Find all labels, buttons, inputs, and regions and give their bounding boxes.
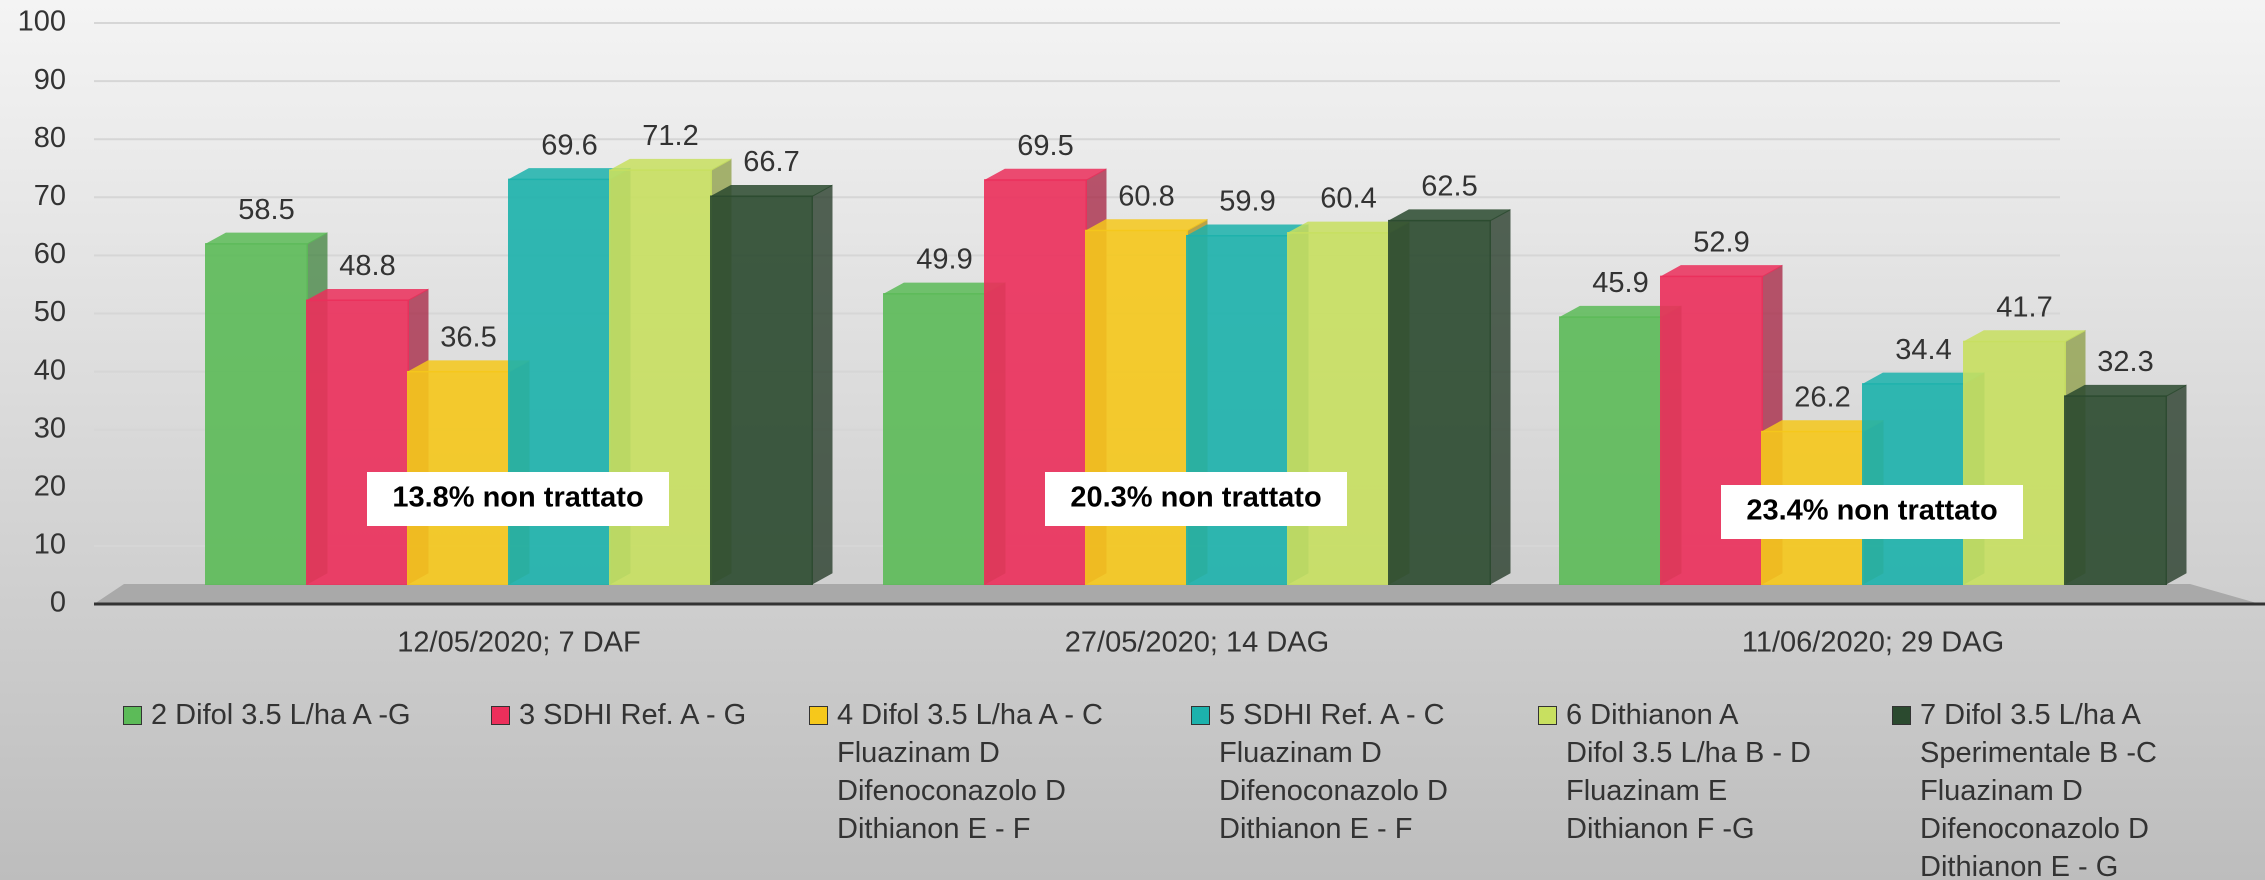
legend-item: 5 SDHI Ref. A - C Fluazinam D Difenocona… (1191, 696, 1448, 848)
value-label: 69.5 (1017, 130, 1073, 162)
plot: 0 10 20 30 40 50 60 70 80 90 100 58.5 48.8 36.5 69.6 71… (18, 6, 2265, 659)
bar-top (1963, 330, 2086, 343)
y-tick-label: 50 (34, 296, 66, 328)
value-label: 59.9 (1219, 186, 1275, 218)
annotation: 23.4% non trattato (1746, 495, 1997, 527)
legend-label: 4 Difol 3.5 L/ha A - C Fluazinam D Difen… (837, 699, 1103, 845)
bar-top (609, 158, 732, 171)
bar-top (205, 232, 328, 245)
annotation: 20.3% non trattato (1070, 482, 1321, 514)
bar (205, 243, 308, 586)
value-label: 45.9 (1592, 267, 1648, 299)
legend-swatch (1538, 706, 1557, 725)
value-label: 52.9 (1693, 226, 1749, 258)
y-tick-label: 40 (34, 354, 66, 386)
value-label: 66.7 (743, 146, 799, 178)
y-tick-label: 100 (18, 6, 66, 38)
y-tick-label: 20 (34, 470, 66, 502)
bar-top (306, 288, 429, 301)
value-label: 69.6 (541, 129, 597, 161)
value-label: 32.3 (2097, 346, 2153, 378)
y-tick-label: 0 (50, 587, 66, 619)
value-label: 58.5 (238, 194, 294, 226)
annotation-box (367, 472, 669, 526)
value-label: 26.2 (1794, 381, 1850, 413)
bar-top (2064, 384, 2187, 397)
legend-item: 3 SDHI Ref. A - G (491, 696, 746, 734)
legend-label: 5 SDHI Ref. A - C Fluazinam D Difenocona… (1219, 699, 1448, 845)
legend-label: 6 Dithianon A Difol 3.5 L/ha B - D Fluaz… (1566, 699, 1811, 845)
legend-item: 6 Dithianon A Difol 3.5 L/ha B - D Fluaz… (1538, 696, 1811, 848)
annotation: 13.8% non trattato (392, 482, 643, 514)
x-tick-label: 27/05/2020; 14 DAG (1065, 627, 1329, 659)
bar (1559, 316, 1662, 585)
bar (2064, 395, 2167, 585)
y-tick-label: 90 (34, 64, 66, 96)
value-label: 34.4 (1895, 334, 1951, 366)
bar (1085, 229, 1188, 585)
y-tick-label: 80 (34, 122, 66, 154)
bar (1186, 234, 1289, 586)
y-tick-label: 30 (34, 412, 66, 444)
annotation-box (1045, 472, 1347, 526)
bar (1862, 383, 1965, 585)
legend-item: 4 Difol 3.5 L/ha A - C Fluazinam D Difen… (809, 696, 1103, 848)
legend-swatch (491, 706, 510, 725)
value-label: 48.8 (339, 250, 395, 282)
x-tick-label: 12/05/2020; 7 DAF (397, 627, 640, 659)
bar-side (811, 184, 833, 585)
bar (883, 293, 986, 585)
value-label: 71.2 (642, 120, 698, 152)
y-tick-label: 60 (34, 238, 66, 270)
bar (1287, 232, 1390, 586)
bar-side (1489, 209, 1511, 585)
legend-item: 2 Difol 3.5 L/ha A -G (123, 696, 411, 734)
bar-top (1388, 209, 1511, 222)
bar (1963, 340, 2066, 585)
bar-top (1660, 265, 1783, 278)
legend-swatch (809, 706, 828, 725)
value-label: 60.4 (1320, 183, 1376, 215)
y-tick-label: 70 (34, 180, 66, 212)
annotation-box (1721, 485, 2023, 539)
bar-top (984, 168, 1107, 181)
bar-top (710, 184, 833, 197)
value-label: 49.9 (916, 244, 972, 276)
legend-item: 7 Difol 3.5 L/ha A Sperimentale B -C Flu… (1892, 696, 2157, 880)
value-label: 60.8 (1118, 180, 1174, 212)
bar (710, 195, 813, 586)
legend-swatch (1892, 706, 1911, 725)
value-label: 62.5 (1421, 171, 1477, 203)
floor (94, 584, 2260, 604)
x-tick-label: 11/06/2020; 29 DAG (1742, 627, 2004, 659)
legend-label: 3 SDHI Ref. A - G (519, 699, 747, 731)
legend-label: 7 Difol 3.5 L/ha A Sperimentale B -C Flu… (1920, 699, 2157, 880)
bar-top (1085, 219, 1208, 232)
bar (306, 299, 409, 585)
legend-label: 2 Difol 3.5 L/ha A -G (151, 699, 411, 731)
legend-swatch (1191, 706, 1210, 725)
y-tick-label: 10 (34, 529, 66, 561)
value-label: 36.5 (440, 322, 496, 354)
value-label: 41.7 (1996, 291, 2052, 323)
bar (1388, 219, 1491, 585)
legend-swatch (123, 706, 142, 725)
bar-side (2165, 384, 2187, 585)
